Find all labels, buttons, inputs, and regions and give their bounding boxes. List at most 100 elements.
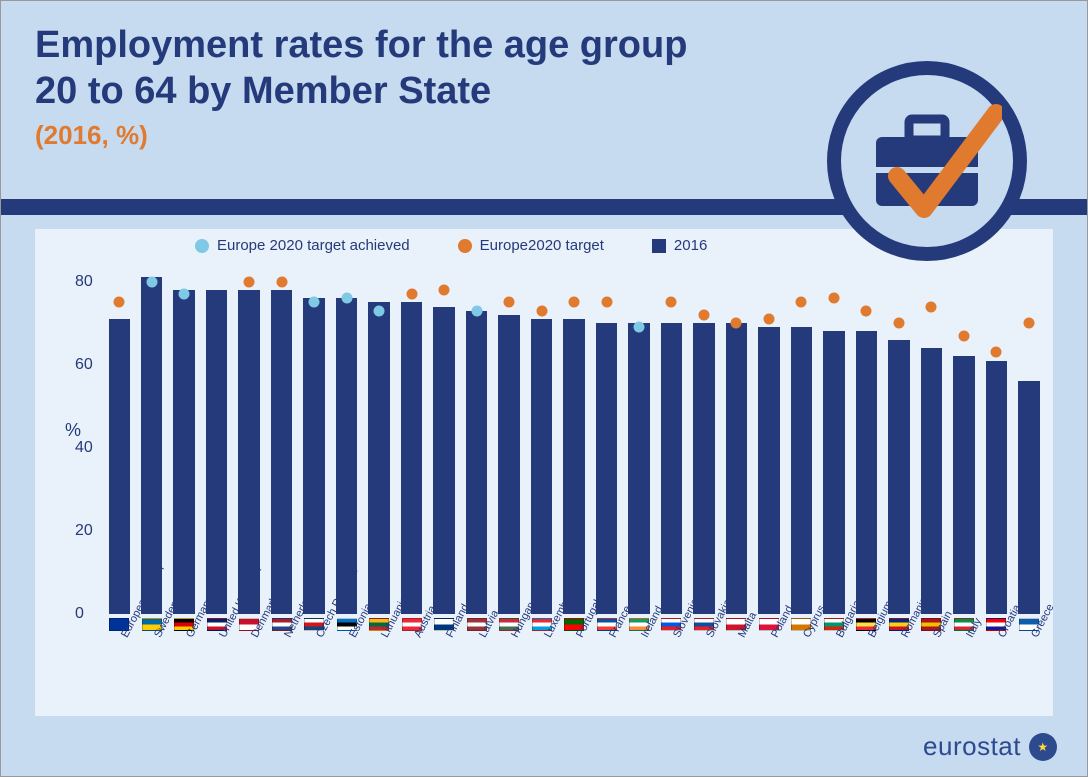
- bar: [141, 277, 162, 614]
- x-slot: France: [590, 616, 622, 716]
- x-slot: Denmark: [233, 616, 265, 716]
- marker-target: [926, 301, 937, 312]
- marker-target: [276, 276, 287, 287]
- x-slot: Greece: [1013, 616, 1045, 716]
- y-axis-label: %: [65, 420, 81, 441]
- bar: [173, 290, 194, 614]
- legend-target-dot-icon: [458, 239, 472, 253]
- bar: [109, 319, 130, 614]
- x-slot: Lithuania: [363, 616, 395, 716]
- bar: [303, 298, 324, 614]
- bar: [271, 290, 292, 614]
- bar-slot: [1013, 265, 1045, 614]
- marker-target: [536, 305, 547, 316]
- bar: [563, 319, 584, 614]
- bar-slot: [753, 265, 785, 614]
- footer-brand: eurostat: [923, 731, 1021, 762]
- bar: [953, 356, 974, 614]
- briefcase-badge: [827, 61, 1027, 261]
- marker-target: [828, 293, 839, 304]
- briefcase-check-icon: [852, 86, 1002, 236]
- bar-slot: [590, 265, 622, 614]
- plot-area: [103, 265, 1045, 614]
- bar-slot: [298, 265, 330, 614]
- bar: [1018, 381, 1039, 614]
- marker-achieved: [146, 276, 157, 287]
- marker-target: [406, 289, 417, 300]
- x-slot: Portugal: [558, 616, 590, 716]
- x-slot: Finland: [428, 616, 460, 716]
- bar-slot: [785, 265, 817, 614]
- eu-logo-icon: ★: [1029, 733, 1057, 761]
- y-tick: 60: [75, 356, 93, 374]
- bar: [986, 361, 1007, 614]
- marker-target: [244, 276, 255, 287]
- legend-2016-label: 2016: [674, 237, 707, 254]
- legend-achieved: Europe 2020 target achieved: [195, 237, 410, 254]
- marker-target: [958, 330, 969, 341]
- marker-target: [893, 318, 904, 329]
- x-slot: Slovakia: [688, 616, 720, 716]
- x-slot: Romania: [883, 616, 915, 716]
- bar-slot: [948, 265, 980, 614]
- bar: [791, 327, 812, 614]
- marker-target: [1023, 318, 1034, 329]
- bar-slot: [558, 265, 590, 614]
- marker-target: [439, 284, 450, 295]
- marker-target: [504, 297, 515, 308]
- marker-achieved: [309, 297, 320, 308]
- x-slot: Germany: [168, 616, 200, 716]
- bar-slot: [200, 265, 232, 614]
- x-slot: Latvia: [460, 616, 492, 716]
- marker-target: [861, 305, 872, 316]
- y-tick: 0: [75, 605, 84, 623]
- bar-slot: [395, 265, 427, 614]
- x-slot: Austria: [395, 616, 427, 716]
- bar: [531, 319, 552, 614]
- bar-slot: [135, 265, 167, 614]
- bar-slot: [460, 265, 492, 614]
- bar: [628, 323, 649, 614]
- footer: eurostat ★: [923, 731, 1057, 762]
- bar-slot: [525, 265, 557, 614]
- marker-target: [991, 347, 1002, 358]
- bar: [661, 323, 682, 614]
- bar: [368, 302, 389, 614]
- x-slot: Sweden: [135, 616, 167, 716]
- y-tick: 80: [75, 273, 93, 291]
- marker-target: [601, 297, 612, 308]
- marker-target: [114, 297, 125, 308]
- bar-slot: [688, 265, 720, 614]
- legend-target: Europe2020 target: [458, 237, 604, 254]
- x-slot: Ireland: [623, 616, 655, 716]
- bar-slot: [915, 265, 947, 614]
- marker-target: [731, 318, 742, 329]
- bar: [401, 302, 422, 614]
- x-slot: Spain: [915, 616, 947, 716]
- x-slot: Hungary: [493, 616, 525, 716]
- bar-slot: [623, 265, 655, 614]
- bar: [921, 348, 942, 614]
- x-slot: Estonia: [330, 616, 362, 716]
- marker-achieved: [341, 293, 352, 304]
- chart-panel: Europe 2020 target achieved Europe2020 t…: [35, 229, 1053, 716]
- bar: [498, 315, 519, 614]
- bar-slot: [363, 265, 395, 614]
- x-slot: Netherlands: [265, 616, 297, 716]
- bar: [758, 327, 779, 614]
- bar: [466, 311, 487, 614]
- x-slot: United Kingdom: [200, 616, 232, 716]
- marker-achieved: [633, 322, 644, 333]
- bar-slot: [233, 265, 265, 614]
- bar-slot: [883, 265, 915, 614]
- x-slot: Luxembourg: [525, 616, 557, 716]
- bar-slot: [655, 265, 687, 614]
- x-slot: Belgium: [850, 616, 882, 716]
- bar: [726, 323, 747, 614]
- bar: [856, 331, 877, 614]
- bar-slot: [850, 265, 882, 614]
- marker-target: [796, 297, 807, 308]
- legend-achieved-dot-icon: [195, 239, 209, 253]
- marker-achieved: [179, 289, 190, 300]
- y-tick: 20: [75, 522, 93, 540]
